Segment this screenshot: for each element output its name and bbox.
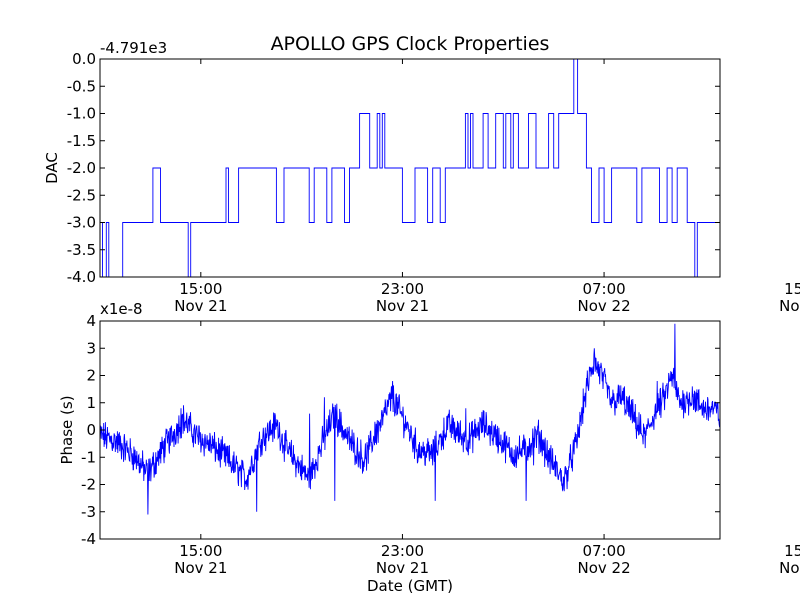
dac-y-tick-label: -0.5: [67, 77, 96, 95]
phase-x-tick-date: Nov 21: [376, 559, 429, 577]
dac-y-tick-label: -3.5: [67, 241, 96, 259]
dac-y-tick-label: -2.5: [67, 186, 96, 204]
dac-x-tick-date: Nov 21: [376, 297, 429, 315]
phase-x-tick-time: 15:00: [784, 542, 800, 560]
phase-x-tick-time: 23:00: [381, 542, 424, 560]
phase-offset-label: x1e-8: [100, 300, 143, 318]
phase-x-tick-date: Nov 22: [779, 559, 800, 577]
dac-x-tick-time: 23:00: [381, 280, 424, 298]
dac-x-tick-time: 15:00: [784, 280, 800, 298]
phase-y-ticks: 4 3 2 1 0 -1 -2 -3 -4: [81, 312, 720, 548]
dac-panel: APOLLO GPS Clock Properties -4.791e3 DAC…: [43, 33, 800, 315]
dac-x-tick-date: Nov 21: [174, 297, 227, 315]
dac-y-tick-label: -1.5: [67, 132, 96, 150]
x-axis-label: Date (GMT): [367, 577, 453, 595]
phase-panel: x1e-8 Phase (s) Date (GMT) 4 3 2 1 0 -1 -2 -3 -4…: [58, 300, 800, 595]
phase-x-tick-time: 15:00: [179, 542, 222, 560]
dac-y-tick-label: 0.0: [72, 50, 96, 68]
phase-x-tick-date: Nov 21: [174, 559, 227, 577]
phase-y-tick-label: -1: [81, 448, 96, 466]
dac-x-tick-time: 07:00: [582, 280, 625, 298]
phase-y-axis-label: Phase (s): [58, 395, 76, 464]
dac-x-tick-date: Nov 22: [779, 297, 800, 315]
phase-y-tick-label: -3: [81, 503, 96, 521]
phase-axes-frame: [99, 320, 721, 540]
phase-y-tick-label: -2: [81, 476, 96, 494]
phase-y-tick-label: 4: [86, 312, 96, 330]
dac-x-tick-date: Nov 22: [577, 297, 630, 315]
dac-series-line: [100, 59, 720, 277]
dac-y-axis-label: DAC: [43, 152, 61, 184]
dac-axes-frame: [99, 58, 721, 278]
dac-y-tick-label: -3.0: [67, 214, 96, 232]
dac-y-ticks: 0.0 -0.5 -1.0 -1.5 -2.0 -2.5 -3.0 -3.5 -4.0: [67, 50, 720, 286]
dac-x-tick-time: 15:00: [179, 280, 222, 298]
dac-offset-label: -4.791e3: [100, 39, 167, 57]
phase-y-tick-label: 0: [86, 421, 96, 439]
dac-y-tick-label: -2.0: [67, 159, 96, 177]
phase-plot-area: [100, 323, 720, 515]
phase-y-tick-label: -4: [81, 530, 96, 548]
dac-plot-area: [100, 59, 720, 277]
phase-series-line: [100, 323, 720, 515]
phase-x-tick-time: 07:00: [582, 542, 625, 560]
chart-title: APOLLO GPS Clock Properties: [271, 33, 550, 55]
phase-x-tick-date: Nov 22: [577, 559, 630, 577]
phase-y-tick-label: 3: [86, 339, 96, 357]
phase-y-tick-label: 2: [86, 367, 96, 385]
phase-y-tick-label: 1: [86, 394, 96, 412]
dac-y-tick-label: -1.0: [67, 105, 96, 123]
dac-y-tick-label: -4.0: [67, 268, 96, 286]
